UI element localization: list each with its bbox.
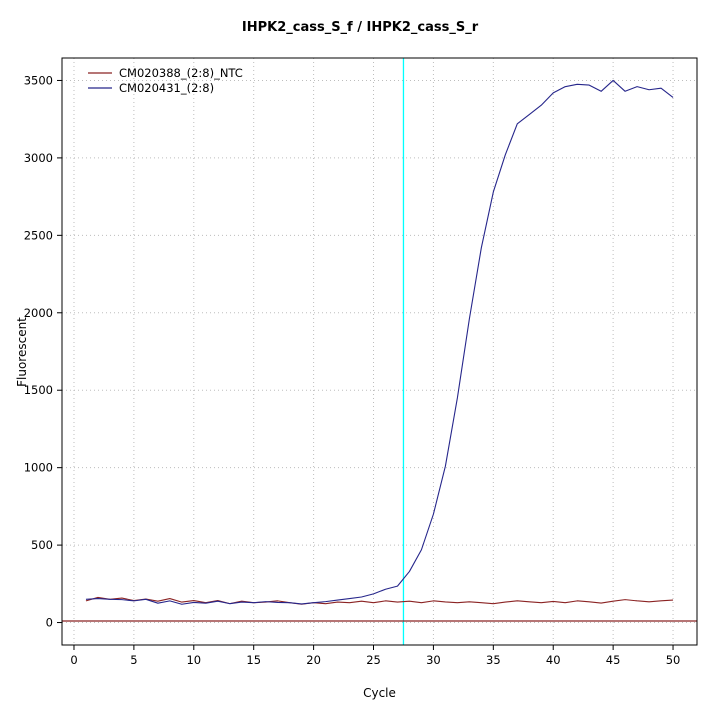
x-tick-label: 10 — [186, 653, 201, 667]
y-tick-label: 500 — [31, 538, 53, 552]
series-line-1 — [85, 79, 674, 605]
x-tick-label: 25 — [366, 653, 381, 667]
x-tick-label: 5 — [130, 653, 137, 667]
y-tick-label: 1500 — [24, 383, 53, 397]
x-tick-label: 15 — [246, 653, 261, 667]
y-axis-label: Fluorescent — [15, 317, 29, 387]
x-tick-label: 30 — [426, 653, 441, 667]
x-tick-label: 45 — [606, 653, 621, 667]
series-line-0 — [85, 596, 674, 605]
legend-label-0: CM020388_(2:8)_NTC — [119, 66, 243, 80]
x-tick-label: 20 — [306, 653, 321, 667]
legend-label-1: CM020431_(2:8) — [119, 81, 214, 95]
y-tick-label: 3000 — [24, 151, 53, 165]
plot-box — [61, 57, 698, 646]
x-axis-label: Cycle — [363, 686, 396, 700]
y-tick-label: 2500 — [24, 228, 53, 242]
y-tick-label: 0 — [46, 616, 53, 630]
x-tick-label: 50 — [666, 653, 681, 667]
chart-title: IHPK2_cass_S_f / IHPK2_cass_S_r — [241, 20, 479, 35]
x-tick-label: 0 — [70, 653, 77, 667]
x-tick-label: 40 — [546, 653, 561, 667]
x-tick-label: 35 — [486, 653, 501, 667]
y-tick-label: 1000 — [24, 461, 53, 475]
y-tick-label: 2000 — [24, 306, 53, 320]
y-tick-label: 3500 — [24, 73, 53, 87]
